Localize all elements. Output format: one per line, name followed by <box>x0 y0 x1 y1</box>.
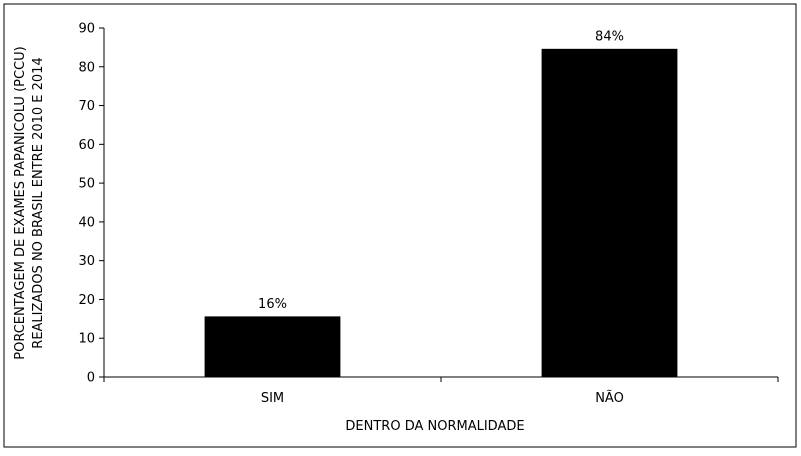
bar-nao <box>541 48 678 378</box>
bar-sim <box>204 316 341 378</box>
x-tick-label: NÃO <box>595 390 624 406</box>
labels: 16% SIM 84% NÃO <box>258 29 624 406</box>
y-tick-label: 20 <box>78 293 95 308</box>
y-tick-label: 40 <box>78 215 95 230</box>
y-tick-label: 60 <box>78 138 95 153</box>
data-label: 84% <box>595 29 624 44</box>
bars <box>204 48 678 378</box>
y-tick-label: 90 <box>78 22 95 37</box>
y-tick-label: 50 <box>78 177 95 192</box>
y-tick-label: 30 <box>78 254 95 269</box>
chart-border <box>3 3 797 448</box>
x-tick-label: SIM <box>261 391 284 406</box>
y-axis-title: PORCENTAGEM DE EXAMES PAPANICOLU (PCCU) … <box>13 46 46 359</box>
y-axis-title-line-1: PORCENTAGEM DE EXAMES PAPANICOLU (PCCU) <box>13 46 28 359</box>
y-tick-label: 10 <box>78 332 95 347</box>
y-axis-title-line-2: REALIZADOS NO BRASIL ENTRE 2010 E 2014 <box>31 57 46 348</box>
data-label: 16% <box>258 297 287 312</box>
y-tick-label: 70 <box>78 99 95 114</box>
y-tick-label: 0 <box>87 371 95 386</box>
y-tick-label: 80 <box>78 60 95 75</box>
x-axis-title: DENTRO DA NORMALIDADE <box>345 419 524 434</box>
